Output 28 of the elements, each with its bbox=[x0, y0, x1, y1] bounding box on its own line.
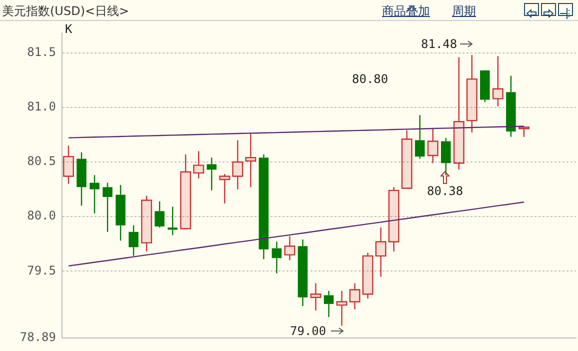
candlestick bbox=[102, 182, 112, 232]
candlestick bbox=[506, 75, 516, 138]
y-tick-label: 79.5 bbox=[27, 263, 56, 278]
text: 周期 bbox=[452, 3, 476, 20]
chart-title: 美元指数(USD)<日线> bbox=[2, 3, 130, 20]
y-tick-label: 80.5 bbox=[27, 154, 56, 168]
text: 商品叠加 bbox=[382, 3, 430, 20]
candlestick bbox=[128, 224, 138, 257]
y-tick-label: 78.89 bbox=[20, 330, 56, 344]
annotation: K bbox=[65, 22, 72, 36]
annotation: 81.48 bbox=[421, 37, 458, 51]
candlestick bbox=[154, 200, 164, 228]
y-tick-label: 81.0 bbox=[27, 100, 56, 114]
candlestick bbox=[324, 290, 334, 318]
candlestick bbox=[298, 238, 308, 307]
candlestick bbox=[258, 154, 269, 260]
candlestick bbox=[76, 152, 86, 206]
candlestick bbox=[90, 174, 100, 214]
y-tick-label: 81.5 bbox=[27, 44, 56, 59]
candlestick bbox=[116, 184, 126, 242]
annotation: 80.38 bbox=[427, 184, 464, 198]
annotation: 80.80 bbox=[352, 72, 388, 86]
candlestick bbox=[414, 114, 425, 160]
candlestick bbox=[206, 157, 217, 192]
candlestick bbox=[272, 241, 282, 274]
y-tick-label: 80.0 bbox=[27, 208, 56, 223]
annotation: 79.00 bbox=[290, 324, 326, 338]
candlestick bbox=[168, 206, 178, 236]
